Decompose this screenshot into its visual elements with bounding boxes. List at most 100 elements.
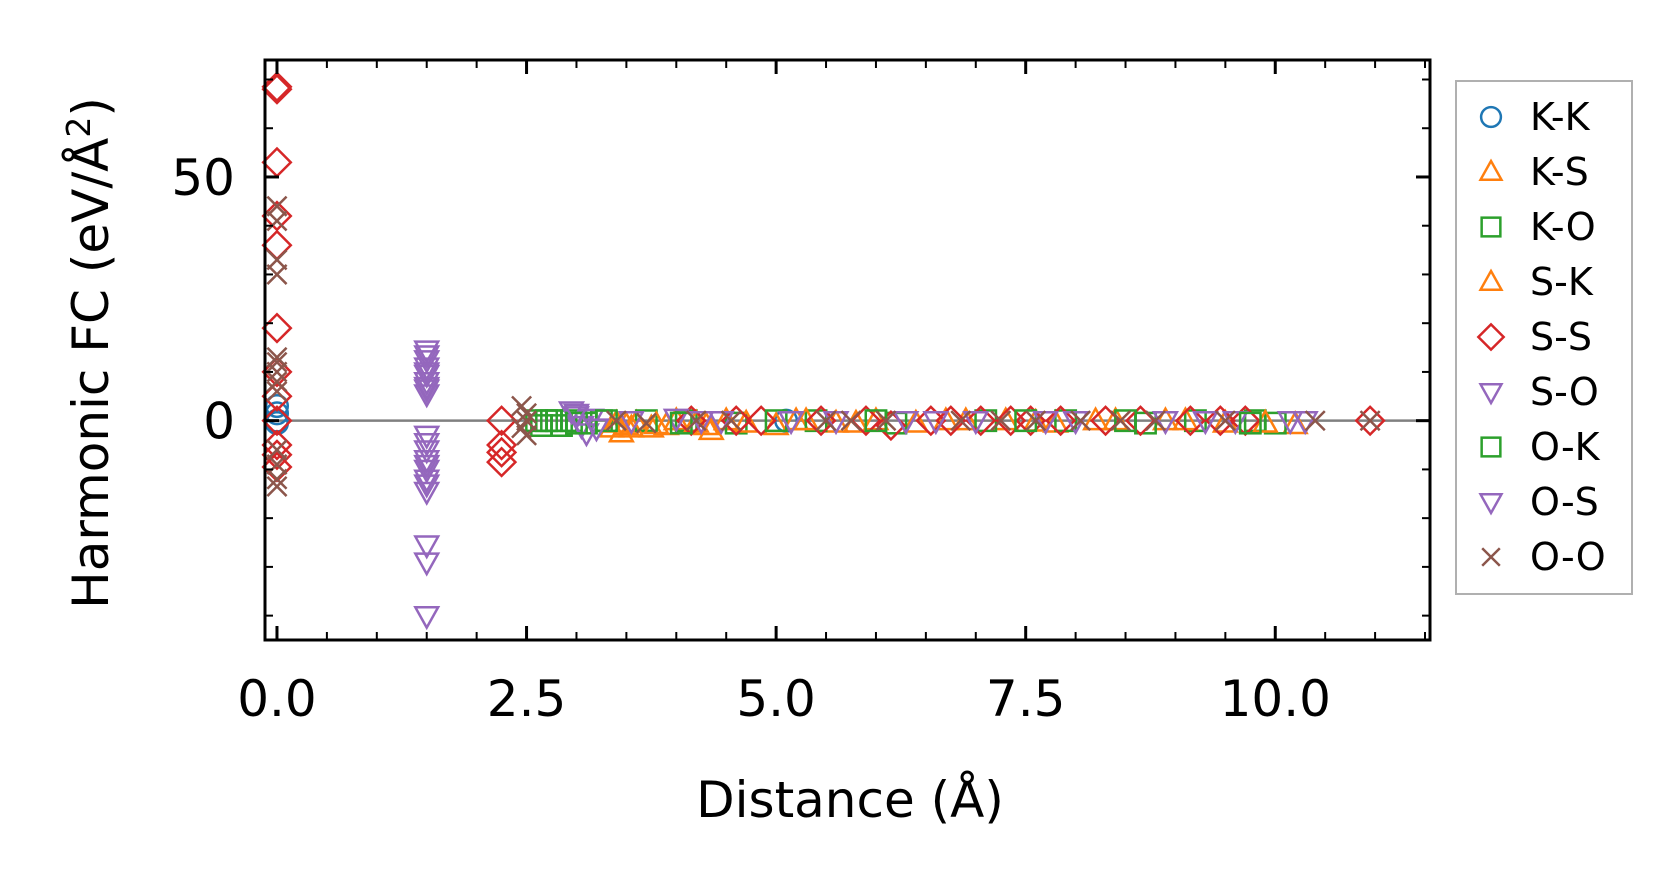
data-point (413, 350, 441, 375)
data-point (1114, 409, 1137, 433)
data-point (1082, 406, 1110, 431)
legend-item-o-o: O-O (1481, 535, 1606, 579)
x-tick-label: 7.5 (986, 670, 1066, 728)
data-point (669, 411, 693, 435)
legend-marker (1480, 216, 1502, 238)
x-axis-label: Distance (Å) (696, 771, 1004, 829)
data-point (792, 406, 820, 431)
y-axis-label: Harmonic FC (eV/Å2) (59, 97, 120, 609)
series-s-o (413, 340, 1319, 631)
data-point (261, 312, 293, 344)
y-axis-label-main: Harmonic FC (eV/Å (62, 138, 120, 609)
y-tick-label: 50 (171, 149, 235, 207)
plot-frame (263, 58, 1432, 642)
data-point (840, 410, 862, 432)
legend-item-k-s: K-S (1478, 150, 1589, 194)
data-point (617, 411, 645, 436)
legend-marker (1478, 268, 1504, 291)
data-point (261, 380, 293, 412)
series-s-k (602, 406, 1279, 438)
data-point (875, 410, 897, 432)
data-point (266, 249, 288, 271)
legend-label: S-S (1530, 315, 1592, 359)
data-point (1214, 410, 1236, 432)
data-point (413, 379, 441, 404)
data-point (413, 469, 441, 494)
y-axis-label-close: ) (62, 97, 120, 117)
legend-item-s-s: S-S (1476, 315, 1592, 359)
series-o-s (413, 345, 1304, 499)
data-point (261, 229, 293, 261)
data-point (582, 418, 610, 443)
data-point (1045, 405, 1077, 437)
data-point (720, 410, 742, 432)
data-point (1144, 410, 1166, 432)
data-point (1191, 411, 1219, 436)
data-point (902, 408, 930, 433)
data-point (266, 475, 288, 497)
x-tick-label: 5.0 (736, 670, 816, 728)
legend-label: K-O (1530, 205, 1596, 249)
data-point (266, 380, 288, 402)
legend-marker (1480, 436, 1502, 458)
legend-label: O-K (1530, 425, 1601, 469)
legend-label: O-O (1530, 535, 1606, 579)
legend-item-o-k: O-K (1480, 425, 1601, 469)
data-point (486, 436, 518, 468)
legend-item-s-k: S-K (1478, 260, 1594, 304)
data-point (962, 411, 990, 436)
data-point (935, 405, 967, 437)
data-point (266, 351, 288, 373)
data-point (413, 357, 441, 382)
legend-label: O-S (1530, 480, 1599, 524)
legend-marker (1478, 158, 1504, 181)
data-point (685, 410, 707, 432)
data-point (486, 446, 518, 478)
data-point (266, 468, 288, 490)
legend-marker (1481, 547, 1501, 567)
data-point (261, 439, 293, 471)
data-point (261, 71, 293, 103)
data-point (413, 345, 441, 370)
x-tick-labels: 0.0 2.5 5.0 7.5 10.0 (237, 670, 1331, 728)
data-point (1304, 410, 1326, 432)
y-axis-label-superscript: 2 (59, 117, 98, 138)
data-point (990, 410, 1012, 432)
y-tick-label: 0 (203, 393, 235, 451)
data-point (413, 481, 441, 506)
legend-item-o-s: O-S (1478, 480, 1599, 524)
data-point (562, 403, 590, 428)
data-point (777, 411, 805, 436)
data-point (617, 413, 645, 438)
legend-marker (1478, 493, 1504, 516)
data-point (1354, 405, 1386, 437)
data-point (261, 146, 293, 178)
legend-label: K-S (1530, 150, 1589, 194)
legend-label: S-O (1530, 370, 1599, 414)
data-point (486, 429, 518, 461)
data-point (413, 605, 441, 631)
legend-marker (1478, 383, 1504, 406)
data-point (1359, 410, 1381, 432)
data-point (1174, 405, 1206, 437)
data-point (642, 410, 670, 435)
data-point (965, 405, 997, 437)
data-point (922, 411, 950, 436)
data-point (1276, 411, 1304, 436)
data-point (261, 405, 293, 437)
data-point (764, 409, 788, 433)
x-tick-label: 2.5 (487, 670, 567, 728)
major-ticks (265, 60, 1430, 640)
data-point (413, 432, 441, 458)
data-point (413, 362, 441, 387)
data-point (950, 410, 972, 432)
data-point (266, 263, 288, 285)
data-point (266, 454, 288, 476)
data-point (266, 210, 288, 232)
legend-item-k-k: K-K (1479, 95, 1591, 139)
data-point (1110, 410, 1132, 432)
series-o-o (266, 195, 1381, 497)
legend-box (1455, 80, 1633, 595)
legend-label: K-K (1530, 95, 1591, 139)
data-point (516, 424, 538, 446)
